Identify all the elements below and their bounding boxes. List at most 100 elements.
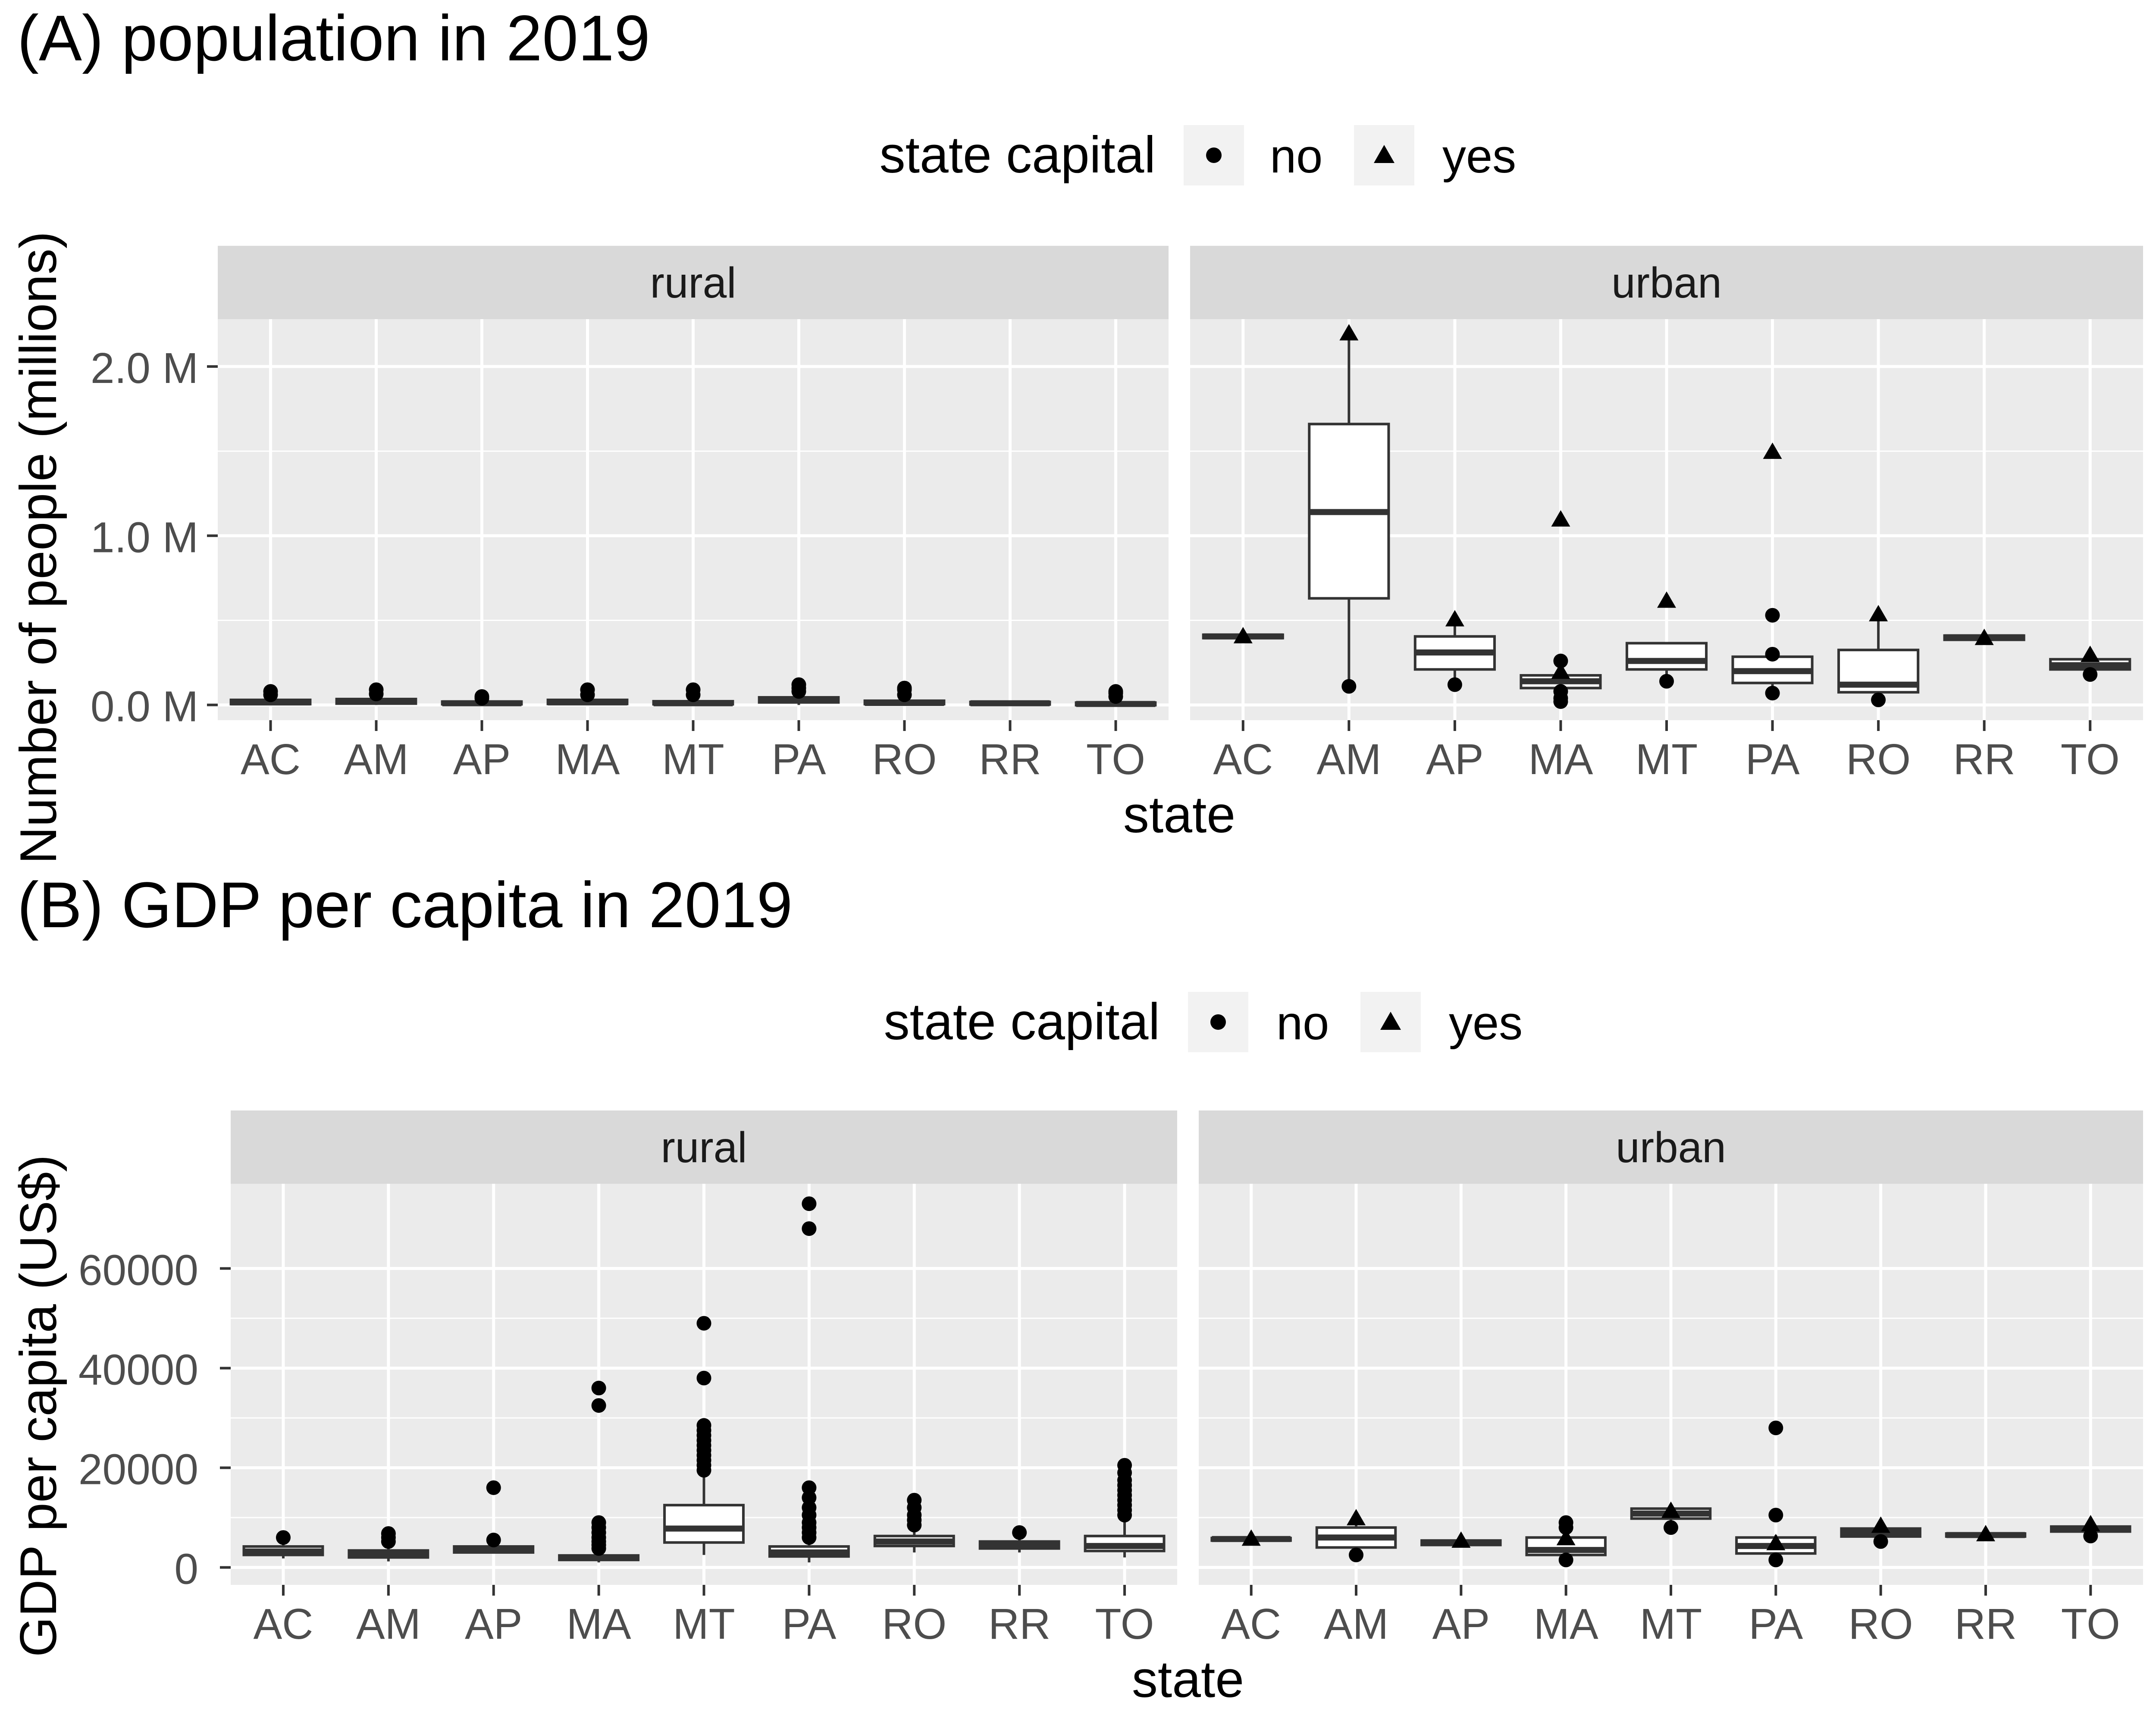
chart-b-facet-urban-x-tick-label: AC xyxy=(1221,1600,1281,1648)
chart-a-facet-rural-x-tick-label: PA xyxy=(772,735,826,784)
chart-a-facet-rural-box-AP-point-no xyxy=(474,689,489,704)
chart-a-facet-urban-x-tick-label: AP xyxy=(1426,735,1483,784)
chart-a-y-tick-label: 2.0 M xyxy=(91,344,198,392)
chart-a-facet-rural-box-MA-point-no xyxy=(580,682,595,697)
chart-b-title: (B) GDP per capita in 2019 xyxy=(17,869,793,941)
chart-a-facet-rural-x-tick-label: TO xyxy=(1086,735,1145,784)
chart-b-y-tick-label: 0 xyxy=(174,1545,198,1593)
chart-a-facet-urban-x-tick-label: TO xyxy=(2061,735,2120,784)
chart-b-facet-rural-box-MA-point-no xyxy=(591,1515,606,1530)
chart-b-facet-rural-box-AC-point-no xyxy=(276,1530,291,1545)
chart-a-facet-rural-box-AM-point-no xyxy=(369,682,384,697)
chart-b-facet-urban-x-tick-label: PA xyxy=(1749,1600,1803,1648)
chart-b-legend-yes-icon xyxy=(1380,1012,1401,1030)
chart-b-y-tick-label: 40000 xyxy=(78,1346,198,1394)
chart-b-facet-urban-strip-label: urban xyxy=(1616,1123,1726,1172)
chart-b-facet-rural-x-tick-label: AC xyxy=(253,1600,313,1648)
chart-a-facet-urban-strip xyxy=(1190,246,2143,319)
chart-a-facet-urban-x-tick-label: AM xyxy=(1316,735,1381,784)
chart-a-legend-title: state capital xyxy=(880,126,1156,184)
chart-b-facet-urban-box-MT-point-yes xyxy=(1661,1501,1680,1518)
chart-a-y-tick-label: 1.0 M xyxy=(91,513,198,561)
chart-b-facet-rural-box-PA-point-no xyxy=(802,1221,817,1236)
chart-a-facet-urban-box-RO-point-no xyxy=(1871,692,1886,707)
chart-b-facet-rural-box-MA-point-no xyxy=(591,1380,606,1396)
chart-b-plot: 0 20000 40000 60000 rural AC AM AP MA MT PA RO RR TO u… xyxy=(78,1110,2143,1648)
chart-b-facet-urban-box-MT-point-no xyxy=(1664,1520,1678,1535)
chart-a-facet-rural-box-TO-point-no xyxy=(1108,684,1123,699)
chart-a-facet-rural-x-tick-label: RR xyxy=(979,735,1041,784)
chart-a-facet-urban-box-MA-point-no xyxy=(1553,653,1568,668)
chart-b-facet-rural-box-AM-point-no xyxy=(381,1526,396,1541)
chart-a-facet-urban-box-PA-point-no xyxy=(1765,608,1780,623)
chart-a-facet-urban-box-AC-point-yes xyxy=(1233,627,1253,643)
chart-a-facet-urban-box-RR-point-yes xyxy=(1974,628,1994,645)
chart-a-facet-urban-box-AM-point-no xyxy=(1341,679,1357,694)
chart-a-facet-urban-box-TO-point-no xyxy=(2083,667,2098,682)
chart-a-facet-rural-x-tick-label: AC xyxy=(241,735,301,784)
chart-b-facet-urban-box-MA-point-no xyxy=(1558,1515,1573,1530)
chart-b-legend-yes-label: yes xyxy=(1449,997,1523,1050)
chart-a-facet-rural-box-AC-point-no xyxy=(263,684,278,699)
chart-b-legend-title: state capital xyxy=(884,993,1160,1051)
chart-a-legend-yes-label: yes xyxy=(1442,130,1516,183)
chart-b-facet-urban-x-tick-label: MA xyxy=(1534,1600,1598,1648)
chart-b-facet-urban-box-RO-point-yes xyxy=(1871,1516,1890,1533)
chart-a-facet-urban-x-tick-label: MT xyxy=(1636,735,1698,784)
chart-b-facet-urban-strip xyxy=(1199,1110,2143,1184)
chart-b-x-axis-title: state xyxy=(1132,1650,1244,1708)
chart-a-facet-urban-box-MA-point-yes xyxy=(1551,510,1570,527)
chart-b-facet-rural-box-PA-point-no xyxy=(802,1196,817,1211)
chart-a-facet-rural-x-tick-label: AP xyxy=(453,735,511,784)
chart-b-facet-urban-box-PA-point-no xyxy=(1768,1421,1783,1436)
chart-b-facet-rural-box-AP-point-no xyxy=(486,1533,501,1548)
chart-a-facet-urban-box-PA-point-yes xyxy=(1763,442,1782,459)
chart-a-facet-urban-x-tick-label: RR xyxy=(1953,735,2015,784)
chart-a-facet-urban-box-AP-point-yes xyxy=(1445,610,1464,627)
chart-b-facet-rural-box-MT-point-no xyxy=(696,1418,711,1433)
chart-a-facet-rural-strip-label: rural xyxy=(650,259,736,307)
chart-a-x-axis-title: state xyxy=(1123,786,1235,844)
chart-a-facet-rural-x-tick-label: MA xyxy=(555,735,620,784)
chart-b-facet-rural-box-MA-point-no xyxy=(591,1398,606,1413)
chart-a-plot: 0.0 M 1.0 M 2.0 M rural AC AM AP MA MT PA RO RR TO ur… xyxy=(91,246,2143,784)
chart-b-facet-urban-box-MA-point-no xyxy=(1558,1552,1573,1568)
chart-b-facet-urban-box-AP-point-yes xyxy=(1451,1531,1471,1548)
chart-a-facet-urban-box-PA-point-no xyxy=(1765,686,1780,701)
chart-b-facet-rural-x-tick-label: AP xyxy=(465,1600,522,1648)
chart-a-facet-urban-box-MA-point-yes xyxy=(1551,662,1570,679)
chart-b-facet-rural-box-TO-point-no xyxy=(1117,1458,1132,1473)
chart-a-legend-yes-icon xyxy=(1374,145,1395,163)
chart-b-facet-rural-strip-label: rural xyxy=(661,1123,747,1172)
chart-b-facet-rural-box-MT-point-no xyxy=(696,1371,711,1386)
chart-a-facet-urban-box-RO-point-yes xyxy=(1869,605,1888,621)
chart-b-facet-urban-box-AC-point-yes xyxy=(1241,1529,1261,1546)
chart-a-y-tick-label: 0.0 M xyxy=(91,683,198,731)
chart-b-facet-rural-box-AP-point-no xyxy=(486,1480,501,1495)
chart-a-facet-urban-box-TO-point-yes xyxy=(2081,645,2100,662)
chart-b-facet-rural-strip xyxy=(231,1110,1177,1184)
chart-a-facet-urban-box-AP-point-no xyxy=(1447,677,1462,692)
chart-a-facet-urban-box-AM-point-yes xyxy=(1339,324,1359,341)
chart-b-facet-urban-x-tick-label: TO xyxy=(2061,1600,2120,1648)
chart-b-facet-urban-box-AM-point-no xyxy=(1349,1547,1363,1562)
chart-a-facet-rural-x-tick-label: MT xyxy=(662,735,724,784)
chart-a-facet-rural-box-PA-point-no xyxy=(791,677,806,692)
chart-a-facet-rural-strip xyxy=(218,246,1169,319)
chart-b-facet-rural-x-tick-label: AM xyxy=(356,1600,421,1648)
chart-b-facet-rural-x-tick-label: TO xyxy=(1095,1600,1154,1648)
chart-a-title: (A) population in 2019 xyxy=(17,2,650,74)
chart-b-y-tick-label: 20000 xyxy=(78,1446,198,1494)
chart-b-facet-urban-x-tick-label: MT xyxy=(1640,1600,1702,1648)
chart-b-facet-urban-x-tick-label: AM xyxy=(1324,1600,1388,1648)
chart-b-facet-rural-box-RO-point-no xyxy=(907,1493,922,1508)
chart-a-facet-urban-x-tick-label: RO xyxy=(1846,735,1911,784)
chart-a-y-axis-title: Number of people (millions) xyxy=(9,231,67,864)
chart-b-facet-urban-box-RR-point-yes xyxy=(1976,1525,1995,1542)
chart-a-facet-rural-x-tick-label: RO xyxy=(872,735,937,784)
chart-a-legend-no-label: no xyxy=(1270,130,1322,183)
chart-b-facet-rural-box-MT-body xyxy=(663,1504,745,1544)
chart-b-facet-urban-box-TO-point-yes xyxy=(2081,1515,2100,1531)
chart-a-facet-urban-x-tick-label: MA xyxy=(1528,735,1593,784)
